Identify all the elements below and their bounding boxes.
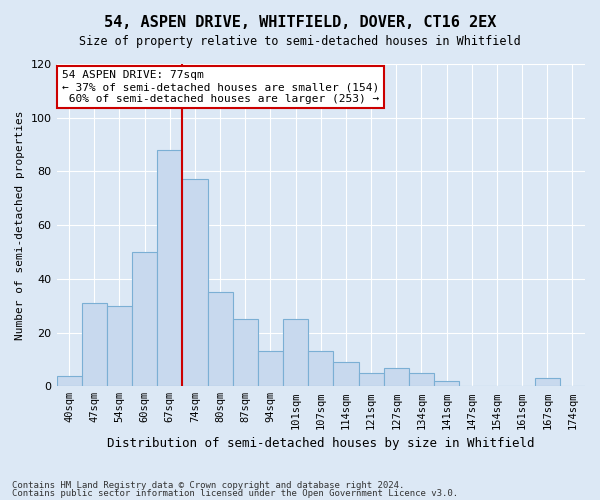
Bar xyxy=(107,306,132,386)
Text: 54, ASPEN DRIVE, WHITFIELD, DOVER, CT16 2EX: 54, ASPEN DRIVE, WHITFIELD, DOVER, CT16 … xyxy=(104,15,496,30)
Bar xyxy=(208,292,233,386)
Bar xyxy=(157,150,182,386)
Bar xyxy=(182,180,208,386)
Bar xyxy=(434,381,459,386)
Text: Size of property relative to semi-detached houses in Whitfield: Size of property relative to semi-detach… xyxy=(79,35,521,48)
Bar xyxy=(359,373,383,386)
Text: Contains HM Land Registry data © Crown copyright and database right 2024.: Contains HM Land Registry data © Crown c… xyxy=(12,480,404,490)
Bar xyxy=(409,373,434,386)
Bar xyxy=(233,319,258,386)
Bar xyxy=(308,352,334,386)
Bar xyxy=(258,352,283,386)
Bar xyxy=(383,368,409,386)
Bar xyxy=(56,376,82,386)
Bar xyxy=(283,319,308,386)
Text: Contains public sector information licensed under the Open Government Licence v3: Contains public sector information licen… xyxy=(12,489,458,498)
Text: 54 ASPEN DRIVE: 77sqm
← 37% of semi-detached houses are smaller (154)
 60% of se: 54 ASPEN DRIVE: 77sqm ← 37% of semi-deta… xyxy=(62,70,379,104)
Y-axis label: Number of semi-detached properties: Number of semi-detached properties xyxy=(15,110,25,340)
Bar xyxy=(535,378,560,386)
X-axis label: Distribution of semi-detached houses by size in Whitfield: Distribution of semi-detached houses by … xyxy=(107,437,535,450)
Bar xyxy=(334,362,359,386)
Bar xyxy=(132,252,157,386)
Bar xyxy=(82,303,107,386)
